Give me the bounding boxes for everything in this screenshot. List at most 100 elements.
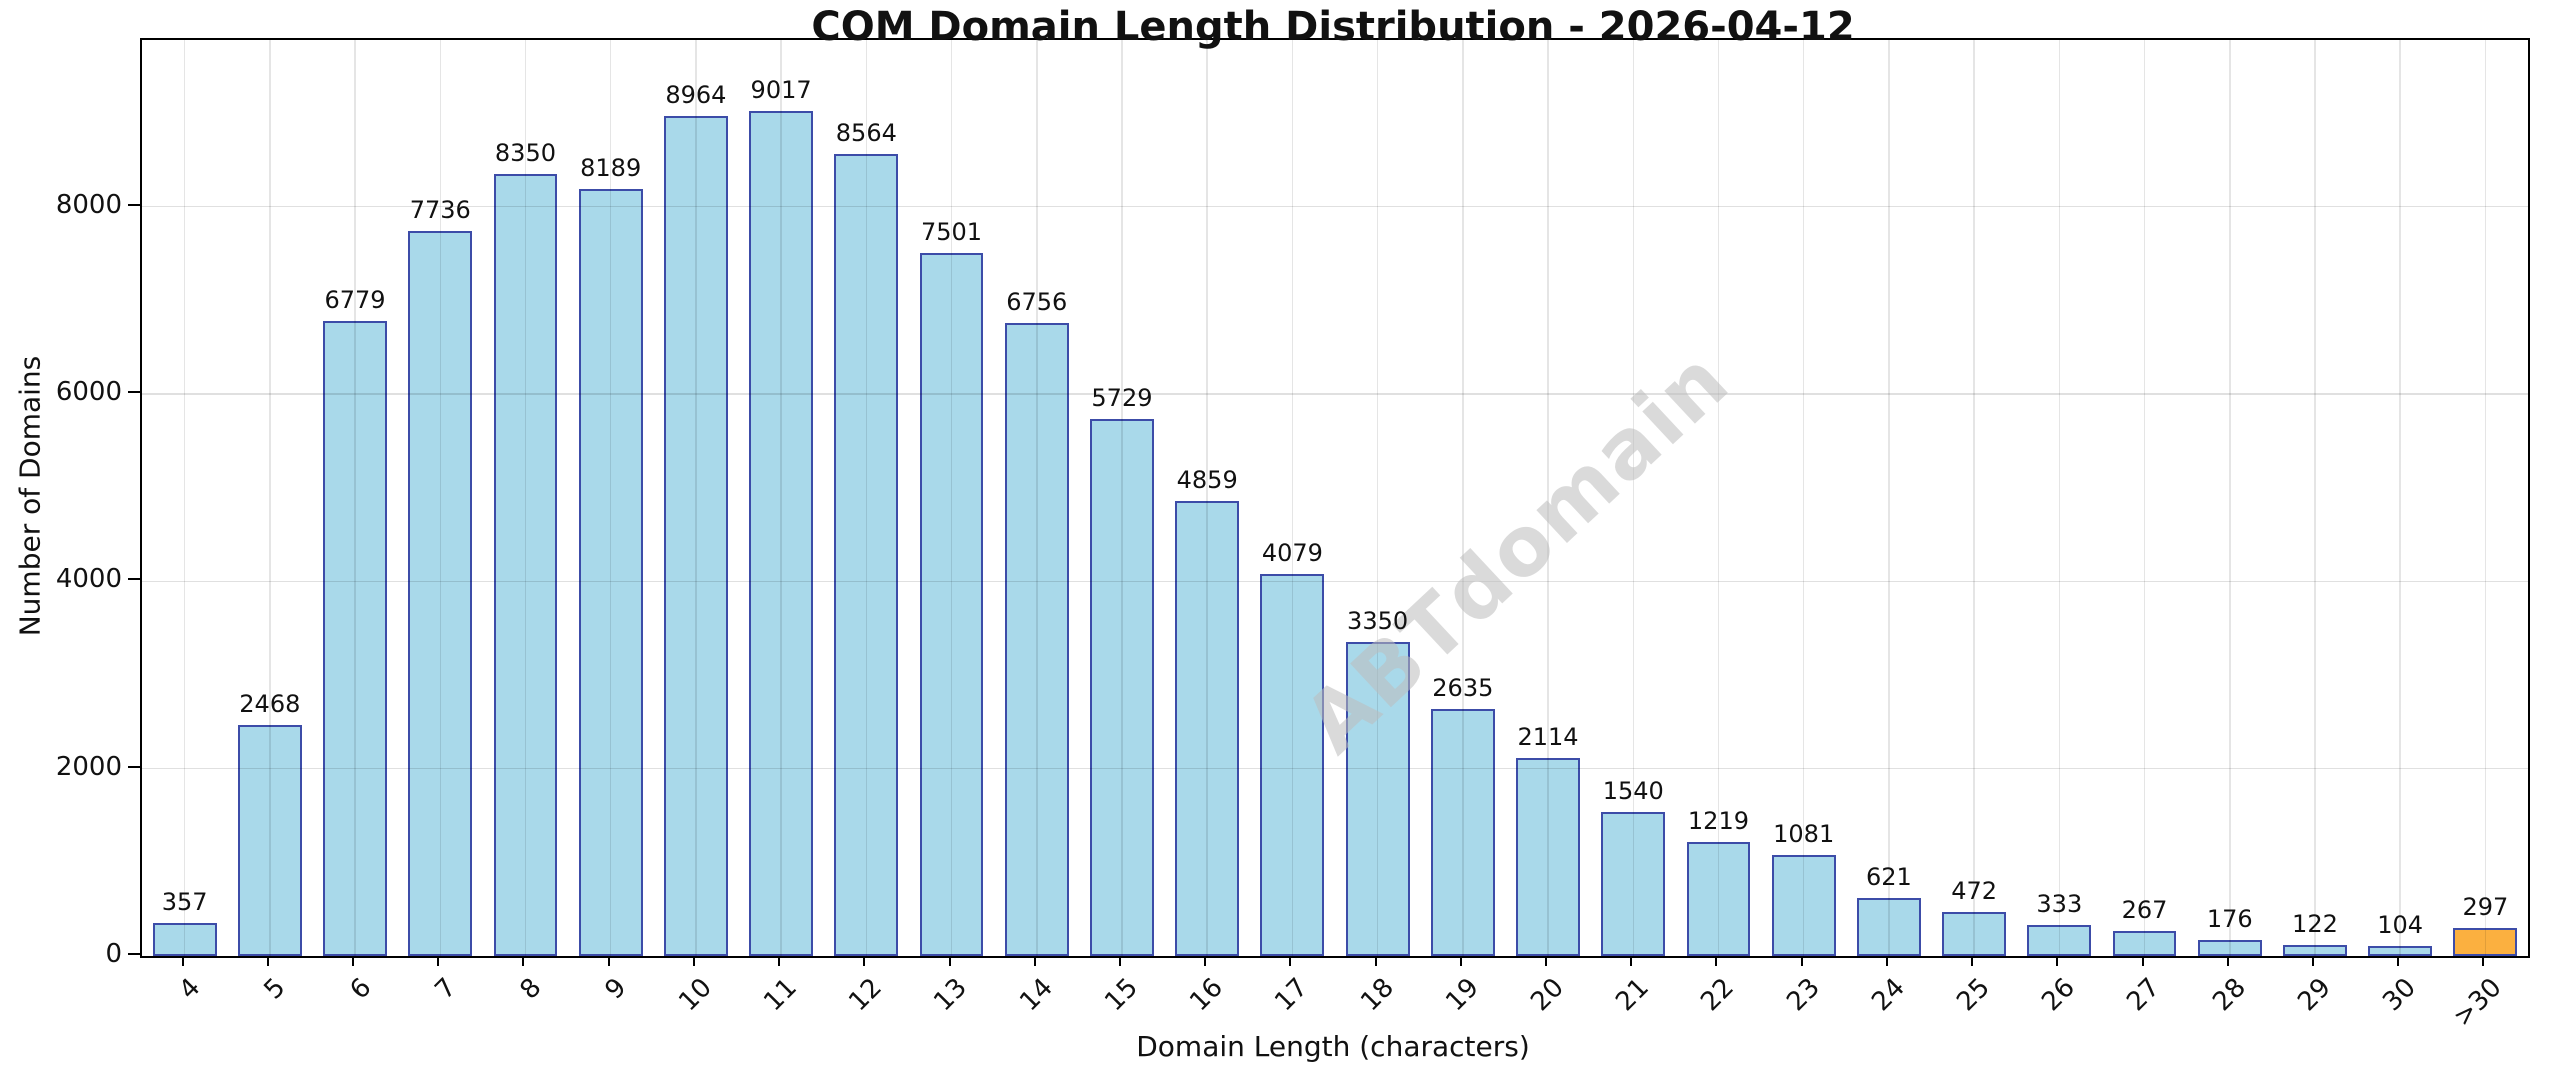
x-tick-mark	[1289, 956, 1292, 966]
y-gridline	[142, 580, 2528, 583]
bar	[1004, 323, 1069, 956]
x-gridline	[1036, 40, 1038, 956]
x-tick-label: 7	[429, 972, 463, 1006]
x-tick-label: 16	[1184, 972, 1229, 1018]
x-gridline	[439, 40, 441, 956]
x-tick-mark	[607, 956, 610, 966]
x-tick-mark	[863, 956, 866, 966]
x-tick-mark	[1971, 956, 1974, 966]
x-gridline	[1888, 40, 1890, 956]
x-tick-mark	[181, 956, 184, 966]
bar-value-label: 1219	[1687, 806, 1749, 835]
x-tick-label: 18	[1354, 972, 1400, 1018]
x-tick-label: >30	[2447, 972, 2508, 1033]
x-tick-mark	[437, 956, 440, 966]
bar	[1175, 500, 1240, 956]
x-tick-mark	[1800, 956, 1803, 966]
x-gridline	[2314, 40, 2316, 956]
x-tick-label: 4	[173, 972, 207, 1006]
x-tick-label: 20	[1525, 972, 1570, 1018]
y-tick-label: 8000	[55, 189, 122, 220]
x-gridline	[1547, 40, 1549, 956]
watermark-text: ABTdomain	[1286, 332, 1748, 772]
bar-value-label: 6756	[1006, 288, 1068, 317]
bar	[749, 111, 814, 956]
x-tick-mark	[2226, 956, 2229, 966]
x-gridline	[1376, 40, 1379, 956]
x-gridline	[183, 40, 186, 956]
bar	[1942, 911, 2007, 956]
plot-area: ABTdomain 357 2468 6779 7736 8350 8189 8964 901…	[140, 38, 2530, 958]
bar	[1771, 854, 1836, 956]
x-gridline	[2058, 40, 2061, 956]
x-gridline	[1973, 40, 1975, 956]
bar	[152, 922, 217, 956]
bar-value-label: 7736	[409, 196, 471, 225]
bar	[919, 253, 984, 956]
x-tick-mark	[778, 956, 781, 966]
x-tick-label: 30	[2377, 972, 2422, 1018]
x-tick-mark	[1885, 956, 1888, 966]
bar-value-label: 3350	[1347, 607, 1409, 636]
bar-value-label: 357	[161, 887, 208, 916]
x-tick-label: 24	[1866, 972, 1911, 1018]
x-gridline	[2229, 40, 2231, 956]
x-gridline	[1717, 40, 1720, 956]
x-gridline	[950, 40, 953, 956]
x-tick-mark	[1033, 956, 1036, 966]
x-gridline	[780, 40, 782, 956]
x-gridline	[354, 40, 356, 956]
bar	[2368, 946, 2433, 956]
y-gridline	[142, 205, 2528, 208]
bar-value-label: 8964	[665, 81, 727, 110]
bar-value-label: 6779	[324, 286, 386, 315]
bar-value-label: 8564	[835, 118, 897, 147]
x-tick-mark	[2397, 956, 2400, 966]
x-gridline	[1291, 40, 1294, 956]
x-tick-mark	[266, 956, 269, 966]
x-gridline	[1121, 40, 1123, 956]
bar	[2197, 939, 2262, 956]
x-gridline	[269, 40, 271, 956]
bar	[1260, 573, 1325, 956]
x-tick-label: 13	[928, 972, 974, 1018]
bar-value-label: 472	[1951, 876, 1997, 905]
bar-value-label: 122	[2292, 909, 2338, 938]
x-tick-mark	[948, 956, 951, 966]
x-tick-label: 11	[758, 972, 803, 1018]
bar	[663, 116, 728, 956]
y-gridline	[142, 767, 2528, 770]
x-tick-label: 26	[2036, 972, 2082, 1018]
x-tick-label: 12	[843, 972, 889, 1018]
y-tick-label: 0	[105, 939, 122, 969]
chart-title: COM Domain Length Distribution - 2026-04…	[811, 4, 1855, 50]
x-gridline	[609, 40, 612, 956]
x-gridline	[695, 40, 697, 956]
bar-value-label: 1081	[1773, 819, 1835, 848]
bar-value-label: 1540	[1602, 776, 1664, 805]
x-gridline	[1206, 40, 1208, 956]
x-gridline	[524, 40, 527, 956]
bar	[1430, 709, 1495, 956]
bar	[1090, 419, 1154, 956]
bar-value-label: 104	[2377, 911, 2424, 940]
bar	[493, 173, 558, 956]
bar-value-label: 333	[2036, 889, 2083, 918]
bar-value-label: 8189	[580, 154, 642, 182]
x-gridline	[2484, 40, 2487, 956]
y-tick-label: 2000	[55, 751, 122, 782]
y-tick-mark	[128, 578, 140, 581]
bar-highlighted	[2453, 928, 2518, 956]
bar	[1686, 841, 1751, 956]
y-tick-label: 4000	[55, 564, 122, 595]
y-tick-label: 6000	[55, 377, 122, 408]
bar	[1516, 758, 1580, 956]
x-tick-mark	[1204, 956, 1207, 966]
bar	[1601, 811, 1666, 956]
x-tick-mark	[2311, 956, 2314, 966]
x-tick-label: 29	[2292, 972, 2337, 1018]
bar	[237, 724, 302, 956]
y-tick-mark	[128, 765, 140, 768]
bar-value-label: 176	[2206, 904, 2253, 933]
